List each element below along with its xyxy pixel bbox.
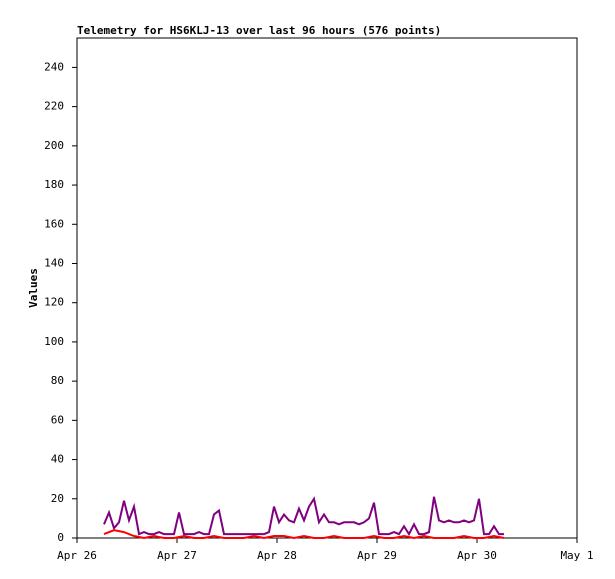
y-tick-label: 140 [44, 256, 64, 269]
x-tick-label: Apr 29 [357, 549, 397, 562]
x-tick-label: May 1 [560, 549, 593, 562]
x-tick-label: Apr 28 [257, 549, 297, 562]
y-tick-label: 240 [44, 60, 64, 73]
x-tick-label: Apr 30 [457, 549, 497, 562]
y-tick-label: 60 [51, 413, 64, 426]
series-line [103, 529, 505, 540]
series-line [103, 496, 504, 537]
y-tick-label: 200 [44, 139, 64, 152]
x-tick-label: Apr 27 [157, 549, 197, 562]
chart-title: Telemetry for HS6KLJ-13 over last 96 hou… [77, 24, 441, 37]
y-tick-label: 180 [44, 178, 64, 191]
y-tick-label: 20 [51, 492, 64, 505]
y-tick-label: 40 [51, 453, 64, 466]
y-tick-label: 160 [44, 217, 64, 230]
y-tick-label: 220 [44, 100, 64, 113]
y-tick-label: 80 [51, 374, 64, 387]
y-tick-label: 0 [57, 531, 64, 544]
y-axis-label: Values [27, 268, 40, 308]
x-tick-label: Apr 26 [57, 549, 97, 562]
y-tick-label: 120 [44, 296, 64, 309]
y-tick-label: 100 [44, 335, 64, 348]
